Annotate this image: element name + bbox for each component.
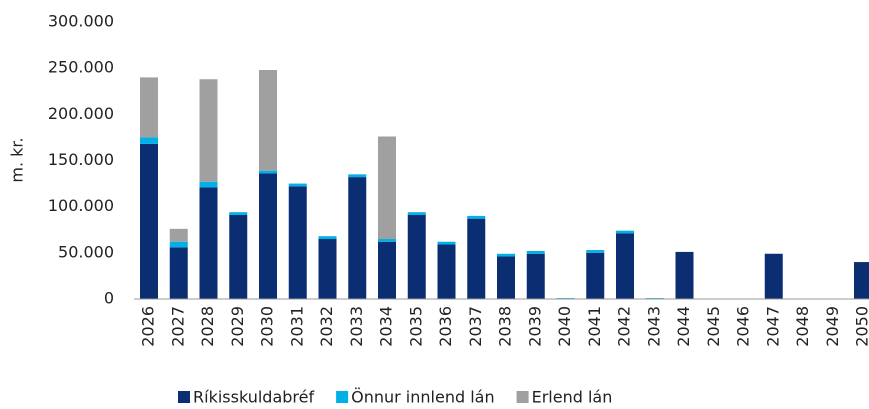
legend-swatch xyxy=(516,391,529,403)
bar-segment xyxy=(199,181,218,188)
x-tick-label: 2044 xyxy=(674,306,693,347)
bar-segment xyxy=(616,230,634,234)
y-tick-label: 300.000 xyxy=(48,12,114,31)
legend-label: Erlend lán xyxy=(532,388,613,407)
bar-segment xyxy=(199,79,218,182)
bar-segment xyxy=(169,228,188,242)
x-tick-label: 2049 xyxy=(823,306,842,347)
x-tick-label: 2036 xyxy=(436,306,455,347)
bar-segment xyxy=(407,212,426,215)
x-tick-label: 2035 xyxy=(406,306,425,347)
bar-segment xyxy=(497,256,515,299)
x-tick-label: 2026 xyxy=(139,306,158,347)
bar-segment xyxy=(586,252,605,299)
bar-segment xyxy=(437,241,456,245)
x-tick-label: 2041 xyxy=(585,306,604,347)
bar-segment xyxy=(288,183,307,187)
bar-segment xyxy=(169,241,188,248)
bar-segment xyxy=(497,253,515,257)
y-tick-label: 200.000 xyxy=(48,104,114,123)
bar-segment xyxy=(616,233,634,299)
y-axis-label: m. kr. xyxy=(8,137,27,182)
bar-segment xyxy=(199,187,218,299)
y-tick-label: 250.000 xyxy=(48,58,114,77)
bar-segment xyxy=(378,136,396,239)
x-tick-label: 2042 xyxy=(615,306,634,347)
bar-segment xyxy=(407,214,426,299)
legend-label: Ríkisskuldabréf xyxy=(193,388,314,407)
bar-segment xyxy=(259,170,277,174)
bar-segment xyxy=(526,253,545,299)
y-tick-label: 0 xyxy=(104,289,114,308)
bar-segment xyxy=(140,143,158,299)
x-tick-label: 2030 xyxy=(258,306,277,347)
x-tick-label: 2029 xyxy=(228,306,247,347)
x-tick-label: 2033 xyxy=(347,306,366,347)
x-tick-label: 2040 xyxy=(555,306,574,347)
x-tick-label: 2031 xyxy=(287,306,306,347)
bar-segment xyxy=(526,250,545,254)
x-tick-label: 2032 xyxy=(317,306,336,347)
x-tick-label: 2039 xyxy=(525,306,544,347)
bar-segment xyxy=(586,250,605,253)
y-tick-label: 150.000 xyxy=(48,150,114,169)
bar-segment xyxy=(140,77,158,138)
x-tick-label: 2043 xyxy=(644,306,663,347)
bar-segment xyxy=(675,251,694,299)
x-tick-label: 2047 xyxy=(763,306,782,347)
legend-swatch xyxy=(178,391,190,403)
bar-segment xyxy=(854,262,869,299)
bar-segment xyxy=(259,173,277,299)
y-tick-label: 50.000 xyxy=(58,242,114,261)
bar-segment xyxy=(259,70,277,171)
bar-segment xyxy=(348,174,367,178)
legend-swatch xyxy=(336,391,349,403)
bar-segment xyxy=(229,214,248,299)
bar-segment xyxy=(229,212,248,215)
bar-segment xyxy=(764,253,783,299)
bar-segment xyxy=(437,244,456,299)
x-tick-label: 2037 xyxy=(466,306,485,347)
x-tick-label: 2038 xyxy=(496,306,515,347)
bar-segment xyxy=(467,218,486,299)
bar-segment xyxy=(378,241,396,299)
bar-segment xyxy=(378,238,396,242)
x-tick-label: 2048 xyxy=(793,306,812,347)
bar-segment xyxy=(288,186,307,299)
legend-label: Önnur innlend lán xyxy=(351,388,494,407)
x-tick-label: 2028 xyxy=(198,306,217,347)
bar-segment xyxy=(140,137,158,144)
bar-segment xyxy=(348,177,367,299)
x-tick-label: 2045 xyxy=(704,306,723,347)
y-tick-label: 100.000 xyxy=(48,196,114,215)
x-tick-label: 2027 xyxy=(168,306,187,347)
x-tick-label: 2034 xyxy=(377,306,396,347)
bar-segment xyxy=(318,238,337,299)
bar-segment xyxy=(169,247,188,299)
x-tick-label: 2046 xyxy=(734,306,753,347)
x-tick-label: 2050 xyxy=(853,306,869,347)
bar-segment xyxy=(467,215,486,219)
bar-segment xyxy=(318,236,337,239)
